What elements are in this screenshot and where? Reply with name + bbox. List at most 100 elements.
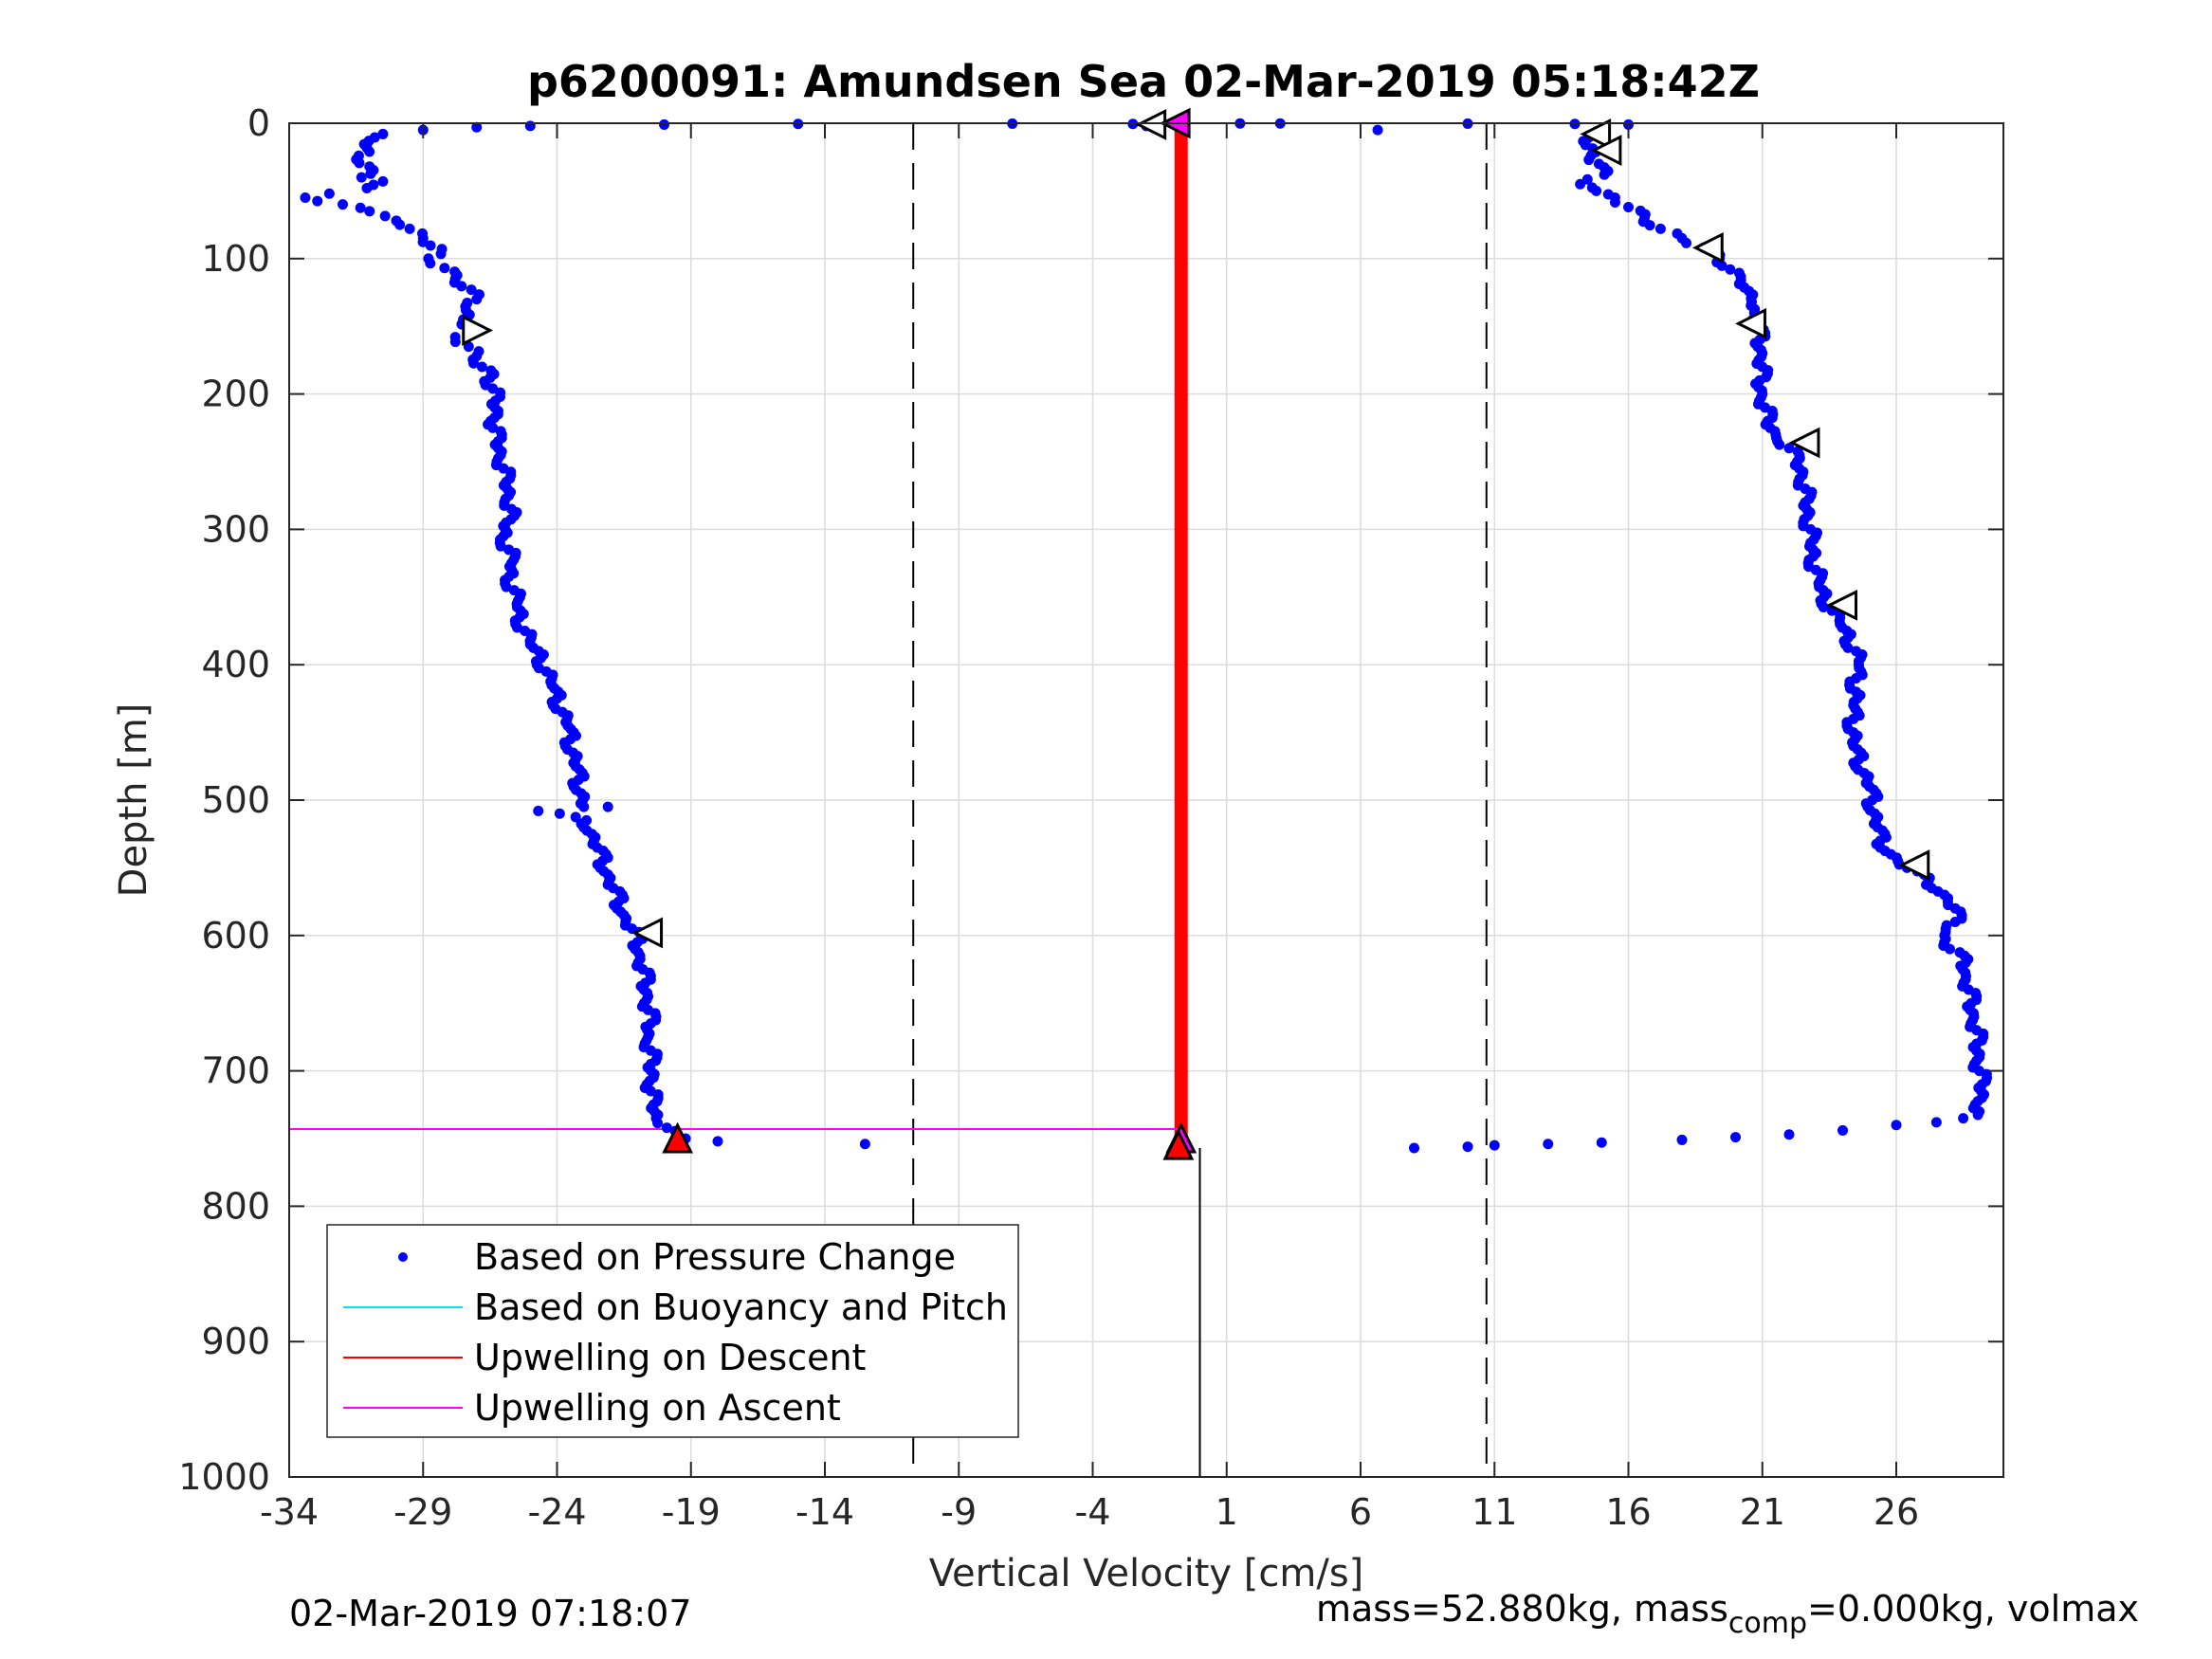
data-point [355,202,366,213]
data-point [1783,443,1795,454]
data-point [587,838,598,849]
data-point [456,281,467,292]
data-point [1856,669,1868,681]
profile-marker [1898,849,1930,881]
data-point [1854,710,1865,721]
grid [288,122,2003,1478]
data-point [494,391,505,402]
data-point [300,192,311,204]
y-tick-label: 100 [201,238,270,280]
data-point [618,893,630,904]
data-point [1821,588,1833,599]
data-point [1853,764,1864,775]
data-point [1963,954,1974,965]
data-point [368,179,379,191]
data-point [1844,683,1856,694]
data-point [425,240,436,251]
data-point [518,609,529,620]
data-point [1739,282,1750,293]
data-point [652,1109,664,1121]
data-point [859,1139,870,1150]
mass-subscript: comp [1728,1607,1807,1640]
data-point [1761,372,1772,383]
data-point [639,1082,650,1093]
data-point [1958,1113,1969,1124]
data-point [1957,980,1968,992]
y-tick-label: 800 [201,1185,270,1227]
data-point [1586,182,1598,193]
data-point [1578,136,1589,147]
data-point [1803,493,1815,504]
data-point [712,1136,723,1147]
data-point [1842,642,1854,653]
data-point [1372,124,1383,136]
data-point [1792,480,1803,491]
data-point [1409,1142,1419,1154]
data-point [1880,831,1892,843]
data-point [1602,189,1614,200]
mass-suffix: =0.000kg, volmax [1807,1588,2139,1630]
data-point [1804,507,1816,519]
data-point [435,248,447,260]
data-point [1746,293,1757,304]
data-point [1938,940,1949,952]
data-point [490,460,502,471]
data-point [338,199,348,210]
data-point [1581,173,1593,185]
y-tick-label: 0 [247,102,270,144]
data-point [1930,1117,1942,1128]
profile-marker [1788,427,1820,459]
data-point [354,157,365,169]
data-point [505,514,517,525]
legend-label: Upwelling on Descent [474,1337,866,1378]
data-point [1873,791,1884,802]
y-tick-label: 700 [201,1050,270,1092]
data-point [312,195,323,207]
data-point [1716,260,1728,271]
data-point [1730,1132,1741,1143]
data-point [1891,1120,1902,1131]
data-point [439,263,450,274]
data-point [554,808,565,819]
data-point [1932,885,1944,897]
data-point [1981,1075,1992,1086]
data-point [1858,751,1870,762]
data-point [1644,220,1655,231]
data-point [379,210,391,222]
data-point [1845,629,1856,640]
data-point [1766,412,1778,424]
data-point [463,341,474,353]
data-point [556,689,567,701]
data-point [377,128,389,139]
data-point [480,379,491,391]
data-point [1967,1062,1979,1073]
legend-box [326,1224,1019,1438]
data-point [659,118,669,130]
data-point [1811,547,1822,558]
y-tick-label: 600 [201,915,270,957]
x-tick-label: 6 [1349,1491,1372,1533]
profile-marker [1826,589,1857,621]
data-point [460,301,471,312]
data-point [1609,197,1620,209]
data-point [473,289,484,301]
data-point [1676,1134,1688,1145]
data-point [471,121,483,133]
x-tick-label: -29 [393,1491,452,1533]
x-tick-label: -24 [527,1491,586,1533]
data-point [636,1001,648,1012]
profile-marker [1580,118,1612,150]
legend-label: Based on Buoyancy and Pitch [474,1286,1008,1328]
data-point [645,974,656,985]
x-tick-label: 26 [1874,1491,1919,1533]
data-point [581,825,593,836]
profile-marker [1735,307,1766,339]
data-point [1979,1089,1990,1101]
data-point [538,648,549,660]
data-point [365,168,376,179]
data-point [468,357,480,369]
data-point [1971,994,1983,1006]
data-point [550,703,561,715]
data-point [631,960,643,972]
